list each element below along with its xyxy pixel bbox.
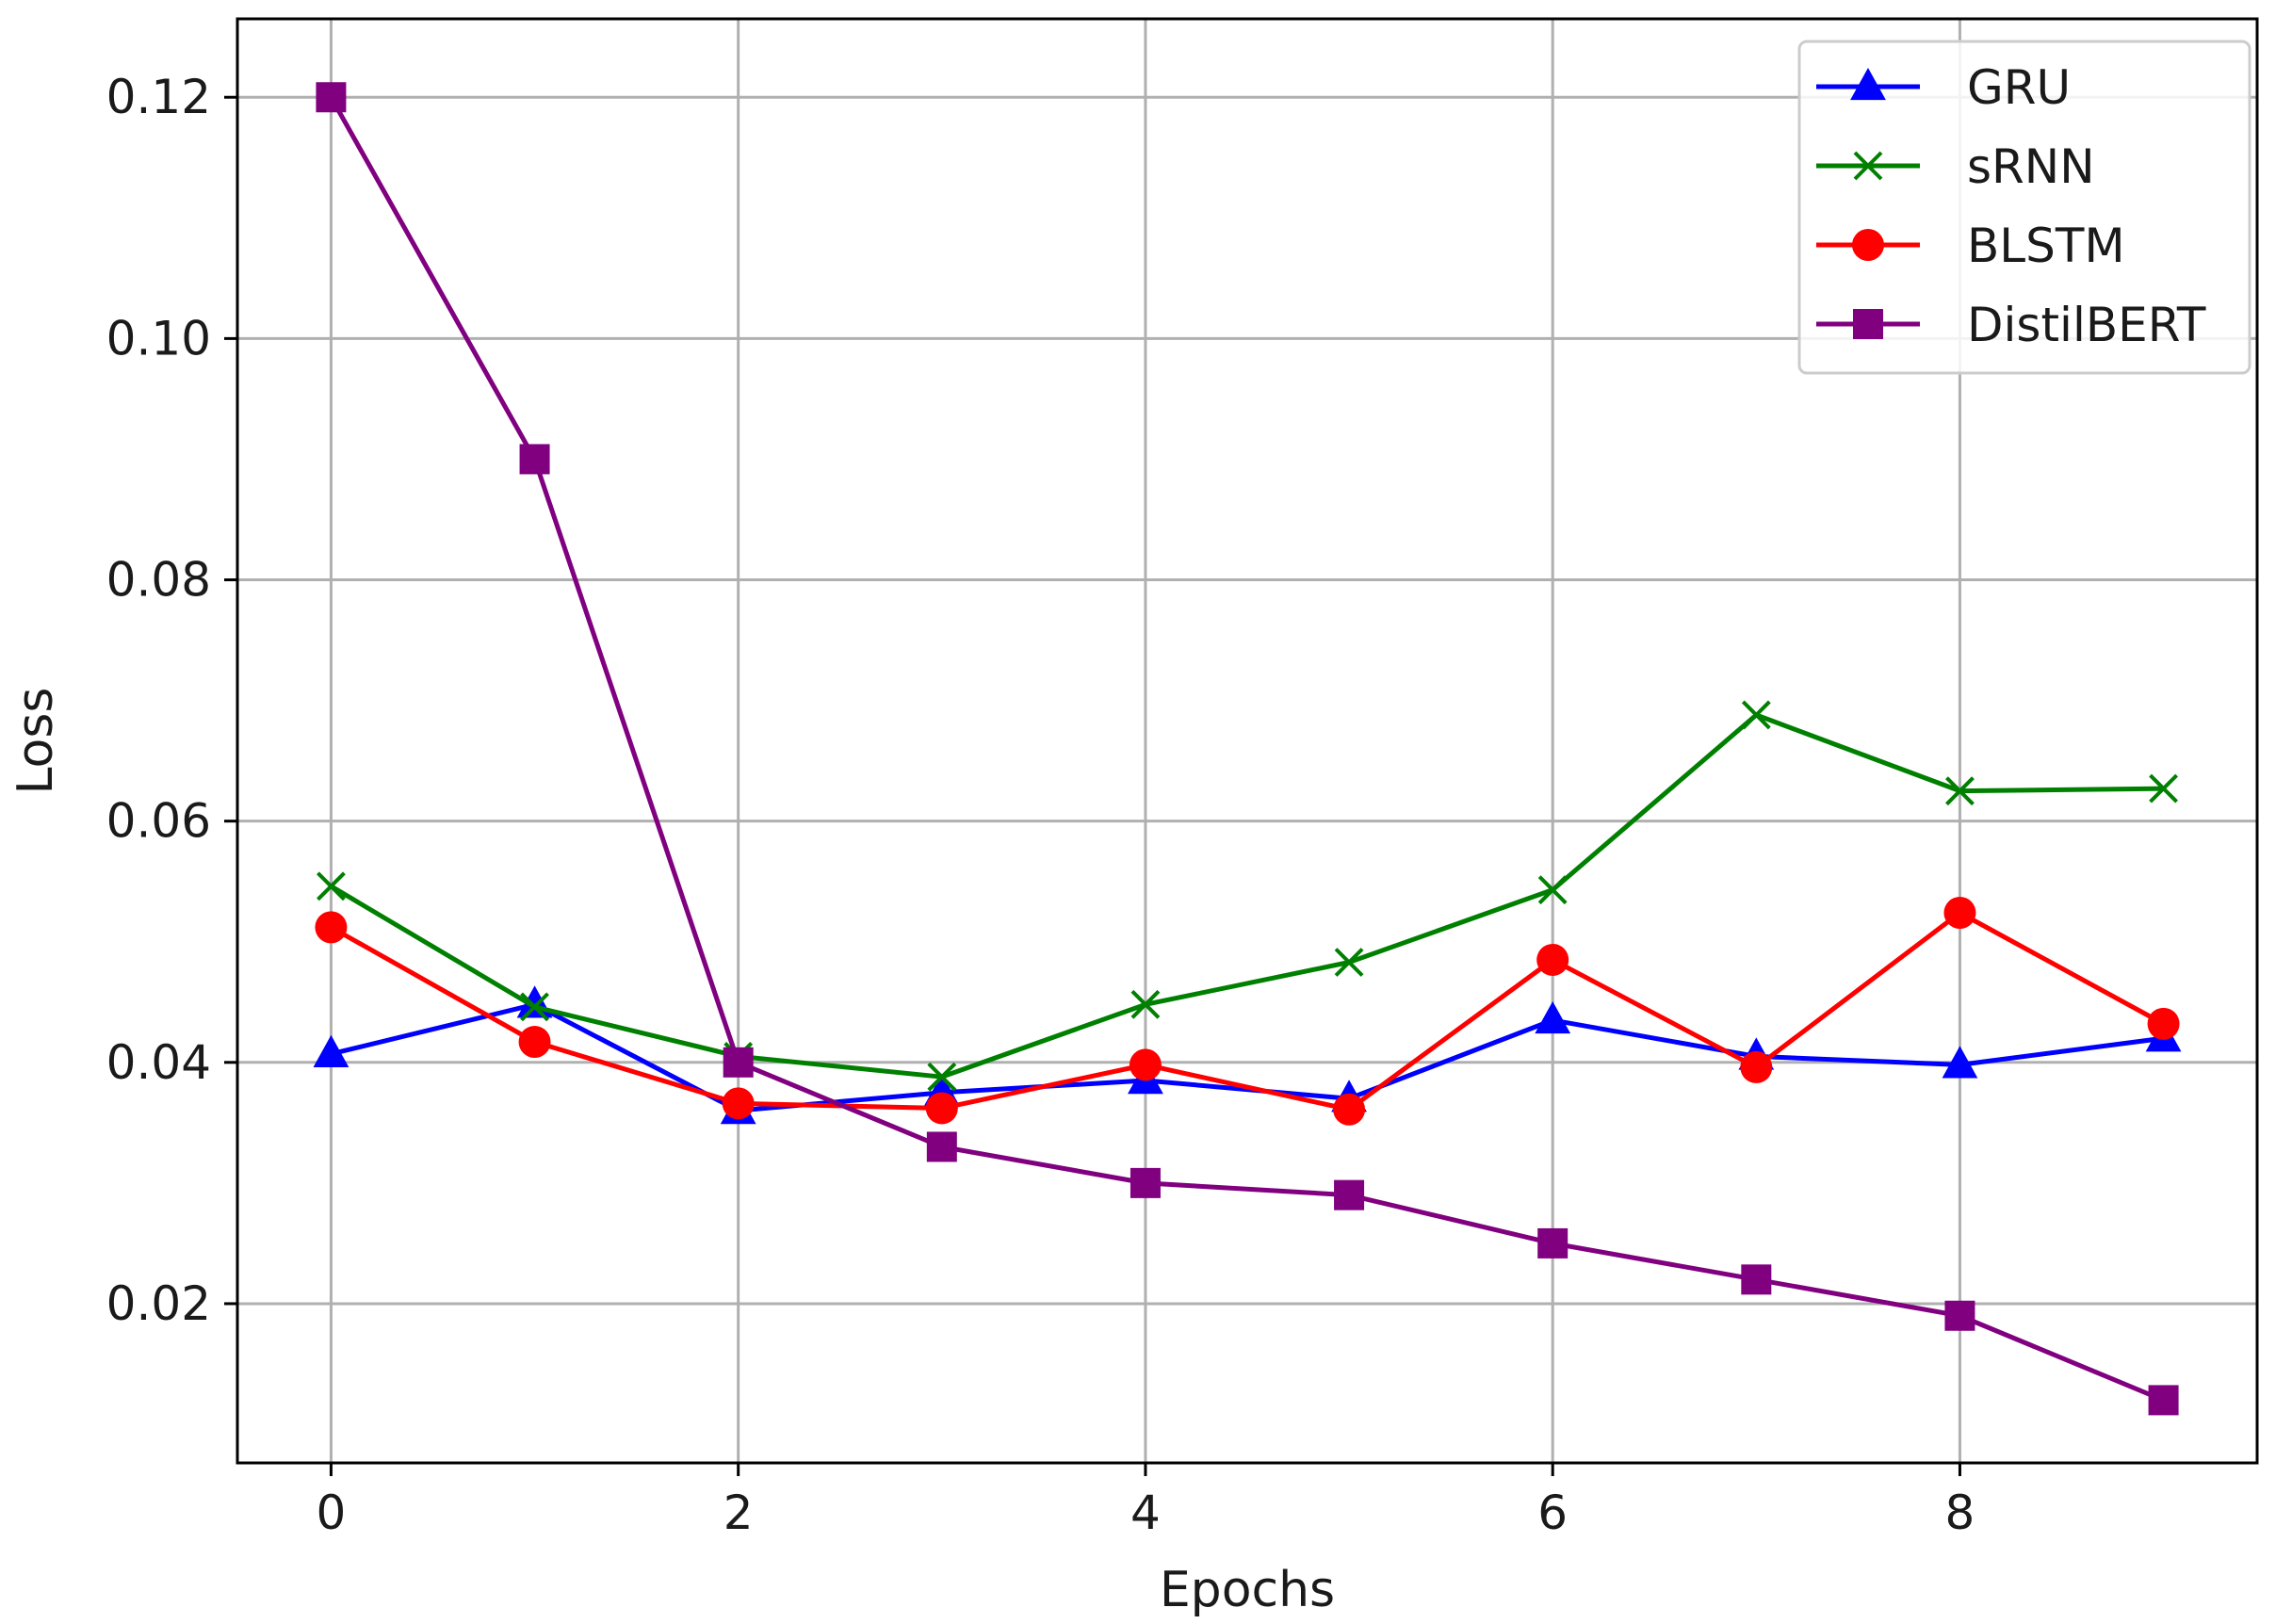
data-point-srnn [1334, 948, 1364, 977]
x-tick-label: 2 [723, 1486, 754, 1540]
series-blstm [315, 897, 2180, 1126]
series-line-distilbert [329, 96, 2165, 1403]
y-tick-label: 0.02 [106, 1276, 211, 1331]
y-axis-ticks: 0.02 0.04 0.06 0.08 0.10 0.12 [106, 70, 237, 1331]
data-point-blstm [1740, 1050, 1773, 1083]
data-point-blstm [315, 911, 348, 944]
data-point-srnn [1741, 700, 1771, 730]
data-point-distilbert [1537, 1227, 1569, 1259]
data-point-srnn [2149, 773, 2178, 804]
legend-label-gru: GRU [1967, 60, 2071, 115]
legend-entry-distilbert: DistilBERT [1816, 298, 2206, 352]
data-point-blstm [1333, 1093, 1366, 1126]
x-axis-label: Epochs [1160, 1562, 1335, 1618]
data-point-srnn [317, 871, 346, 901]
series-distilbert [316, 82, 2179, 1416]
x-tick-label: 4 [1130, 1486, 1161, 1540]
data-point-distilbert [1944, 1300, 1975, 1331]
data-point-blstm [722, 1087, 755, 1120]
data-point-gru [1942, 1046, 1978, 1079]
legend-label-blstm: BLSTM [1967, 219, 2125, 273]
data-point-distilbert [316, 82, 347, 113]
x-tick-label: 0 [317, 1486, 347, 1540]
data-point-srnn [1945, 776, 1975, 806]
legend-entry-gru: GRU [1816, 60, 2071, 115]
plot-frame [236, 17, 2259, 1465]
x-tick-label: 8 [1945, 1486, 1975, 1540]
data-point-srnn [1537, 875, 1568, 905]
data-point-distilbert [1130, 1167, 1161, 1198]
data-point-blstm [1129, 1048, 1162, 1081]
data-point-blstm [1943, 897, 1976, 929]
y-tick-label: 0.04 [106, 1035, 211, 1090]
data-point-distilbert [519, 444, 550, 475]
data-point-srnn [1130, 989, 1161, 1019]
data-point-blstm [1536, 943, 1569, 976]
x-axis-ticks: 0 2 4 6 8 [317, 1463, 1975, 1540]
y-tick-label: 0.10 [106, 311, 211, 365]
series-line-gru [330, 1001, 2164, 1113]
legend-label-distilbert: DistilBERT [1967, 298, 2206, 352]
data-point-srnn [927, 1062, 957, 1092]
legend: GRU sRNN BLSTM DistilBERT [1797, 40, 2251, 375]
x-tick-label: 6 [1537, 1486, 1568, 1540]
data-point-blstm [2147, 1007, 2180, 1040]
series-gru [313, 985, 2182, 1125]
y-axis-label: Loss [8, 687, 64, 794]
data-point-distilbert [2148, 1385, 2179, 1416]
data-point-distilbert [926, 1131, 957, 1162]
series-line-srnn [330, 712, 2164, 1080]
legend-marker-blstm [1852, 229, 1884, 261]
legend-entry-blstm: BLSTM [1816, 219, 2125, 273]
legend-entry-srnn: sRNN [1816, 139, 2095, 194]
data-point-blstm [925, 1092, 958, 1125]
data-point-srnn [520, 992, 549, 1022]
data-point-gru [1535, 1000, 1571, 1034]
legend-box [1797, 40, 2251, 375]
data-point-blstm [518, 1026, 551, 1059]
y-tick-label: 0.12 [106, 70, 211, 124]
data-point-distilbert [723, 1047, 754, 1078]
legend-marker-distilbert [1853, 309, 1883, 339]
y-tick-label: 0.06 [106, 794, 211, 849]
series-srnn [317, 700, 2178, 1092]
series-line-blstm [330, 910, 2165, 1112]
legend-marker-srnn [1853, 151, 1883, 181]
y-tick-label: 0.08 [106, 553, 211, 608]
data-point-distilbert [1741, 1264, 1772, 1295]
legend-label-srnn: sRNN [1967, 139, 2095, 194]
legend-marker-gru [1850, 67, 1886, 101]
data-point-gru [313, 1034, 349, 1068]
series-layer [313, 82, 2182, 1416]
data-point-distilbert [1334, 1179, 1365, 1210]
